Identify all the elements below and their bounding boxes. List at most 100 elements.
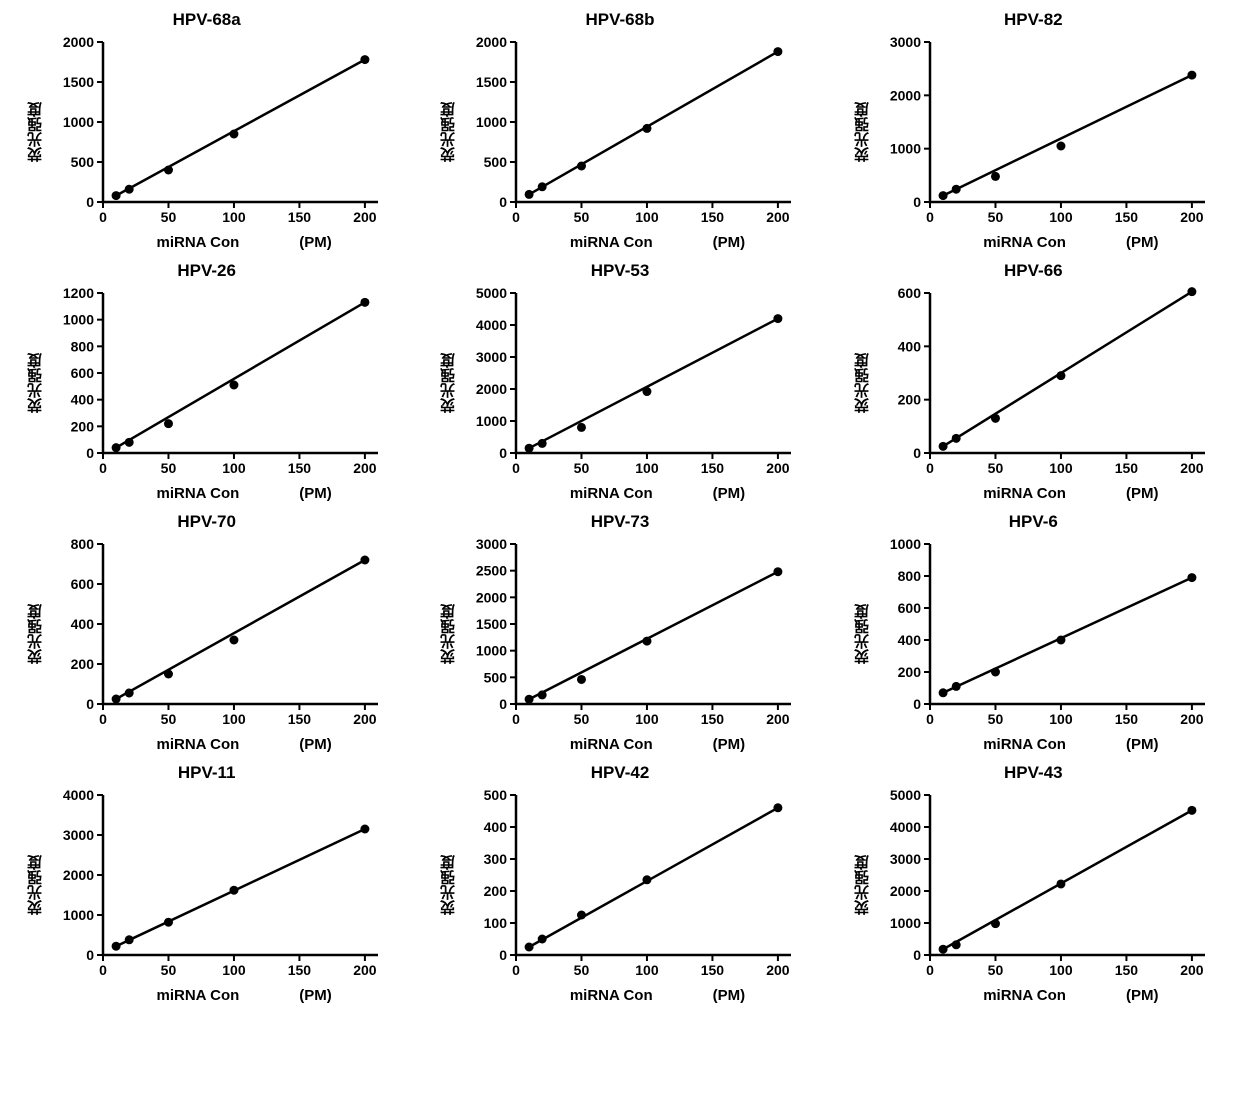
svg-text:200: 200 xyxy=(1180,209,1204,225)
svg-text:3000: 3000 xyxy=(63,827,94,843)
svg-text:100: 100 xyxy=(636,209,660,225)
y-axis-label: 荧光强度 xyxy=(852,102,873,162)
svg-text:3000: 3000 xyxy=(890,851,921,867)
svg-text:200: 200 xyxy=(767,209,791,225)
svg-text:0: 0 xyxy=(500,696,508,712)
x-axis-label-right: (PM) xyxy=(713,987,746,1004)
svg-text:2000: 2000 xyxy=(476,589,507,605)
chart-panel: HPV-43荧光强度050100150200010002000300040005… xyxy=(837,763,1230,1004)
svg-text:0: 0 xyxy=(926,209,934,225)
x-axis-label-left: miRNA Con xyxy=(570,234,653,251)
svg-text:0: 0 xyxy=(99,962,107,978)
chart-plot: 050100150200010002000300040005000 xyxy=(875,785,1215,985)
y-axis-label: 荧光强度 xyxy=(438,604,459,664)
svg-text:500: 500 xyxy=(484,787,508,803)
svg-text:50: 50 xyxy=(574,209,590,225)
x-axis-label-left: miRNA Con xyxy=(570,736,653,753)
x-axis-label-left: miRNA Con xyxy=(157,485,240,502)
chart-title: HPV-11 xyxy=(178,763,236,783)
svg-text:800: 800 xyxy=(897,568,921,584)
x-axis-label: miRNA Con(PM) xyxy=(82,736,332,753)
svg-text:3000: 3000 xyxy=(890,34,921,50)
chart-plot: 0501001502000200400600 xyxy=(875,283,1215,483)
y-axis-label: 荧光强度 xyxy=(25,855,46,915)
svg-text:0: 0 xyxy=(500,194,508,210)
svg-text:200: 200 xyxy=(1180,962,1204,978)
chart-plot: 05010015020002004006008001000 xyxy=(875,534,1215,734)
x-axis-label-right: (PM) xyxy=(713,234,746,251)
svg-text:1000: 1000 xyxy=(476,114,507,130)
svg-text:400: 400 xyxy=(71,392,95,408)
svg-text:0: 0 xyxy=(513,962,521,978)
x-axis-label: miRNA Con (PM) xyxy=(82,485,332,502)
svg-text:2000: 2000 xyxy=(476,34,507,50)
x-axis-label-left: miRNA Con xyxy=(570,987,653,1004)
svg-text:0: 0 xyxy=(513,209,521,225)
svg-text:200: 200 xyxy=(353,460,377,476)
svg-text:0: 0 xyxy=(86,194,94,210)
svg-text:1000: 1000 xyxy=(890,915,921,931)
x-axis-label-left: miRNA Con xyxy=(570,485,653,502)
x-axis-label-left: miRNA Con xyxy=(157,987,240,1004)
chart-panel: HPV-68b荧光强度0501001502000500100015002000m… xyxy=(423,10,816,251)
x-axis-label-left: miRNA Con xyxy=(157,736,240,753)
x-axis-label-left: miRNA Con xyxy=(983,736,1066,753)
chart-title: HPV-26 xyxy=(177,261,236,281)
svg-text:5000: 5000 xyxy=(476,285,507,301)
svg-text:150: 150 xyxy=(701,962,725,978)
x-axis-label: miRNA Con(PM) xyxy=(908,234,1158,251)
svg-text:0: 0 xyxy=(86,696,94,712)
svg-text:500: 500 xyxy=(484,154,508,170)
svg-text:50: 50 xyxy=(574,460,590,476)
svg-text:50: 50 xyxy=(988,460,1004,476)
y-axis-label: 荧光强度 xyxy=(25,604,46,664)
svg-text:50: 50 xyxy=(988,962,1004,978)
svg-text:800: 800 xyxy=(71,338,95,354)
svg-text:150: 150 xyxy=(288,962,312,978)
y-axis-label: 荧光强度 xyxy=(438,353,459,413)
y-axis-label: 荧光强度 xyxy=(438,855,459,915)
svg-text:1500: 1500 xyxy=(63,74,94,90)
svg-text:800: 800 xyxy=(71,536,95,552)
svg-text:600: 600 xyxy=(897,600,921,616)
chart-panel: HPV-70荧光强度0501001502000200400600800miRNA… xyxy=(10,512,403,753)
chart-plot: 050100150200010002000300040005000 xyxy=(461,283,801,483)
svg-text:600: 600 xyxy=(71,365,95,381)
svg-text:50: 50 xyxy=(161,460,177,476)
x-axis-label-right: (PM) xyxy=(1126,736,1159,753)
x-axis-label-left: miRNA Con xyxy=(983,234,1066,251)
svg-text:150: 150 xyxy=(1115,962,1139,978)
svg-text:200: 200 xyxy=(897,664,921,680)
chart-plot: 050100150200050010001500200025003000 xyxy=(461,534,801,734)
svg-text:500: 500 xyxy=(484,669,508,685)
chart-title: HPV-68a xyxy=(173,10,241,30)
svg-text:0: 0 xyxy=(99,460,107,476)
svg-text:200: 200 xyxy=(1180,711,1204,727)
svg-text:4000: 4000 xyxy=(890,819,921,835)
svg-text:50: 50 xyxy=(161,209,177,225)
svg-text:2000: 2000 xyxy=(63,34,94,50)
svg-text:0: 0 xyxy=(926,962,934,978)
svg-text:4000: 4000 xyxy=(63,787,94,803)
svg-text:1000: 1000 xyxy=(890,141,921,157)
chart-plot: 05010015020001000200030004000 xyxy=(48,785,388,985)
svg-text:1000: 1000 xyxy=(63,907,94,923)
svg-text:1000: 1000 xyxy=(890,536,921,552)
svg-text:150: 150 xyxy=(1115,711,1139,727)
x-axis-label-left: miRNA Con xyxy=(983,485,1066,502)
x-axis-label-right: (PM) xyxy=(713,736,746,753)
chart-plot: 0501001502000100200300400500 xyxy=(461,785,801,985)
svg-text:0: 0 xyxy=(513,711,521,727)
svg-text:150: 150 xyxy=(288,711,312,727)
y-axis-label: 荧光强度 xyxy=(852,353,873,413)
x-axis-label: miRNA Con(PM) xyxy=(495,485,745,502)
x-axis-label: miRNA Con(PM) xyxy=(908,485,1158,502)
svg-text:50: 50 xyxy=(988,209,1004,225)
x-axis-label-right: (PM) xyxy=(299,485,332,502)
svg-text:50: 50 xyxy=(574,711,590,727)
chart-panel: HPV-68a荧光强度0501001502000500100015002000m… xyxy=(10,10,403,251)
svg-text:0: 0 xyxy=(86,445,94,461)
svg-text:0: 0 xyxy=(926,460,934,476)
svg-text:500: 500 xyxy=(71,154,95,170)
svg-text:2000: 2000 xyxy=(63,867,94,883)
